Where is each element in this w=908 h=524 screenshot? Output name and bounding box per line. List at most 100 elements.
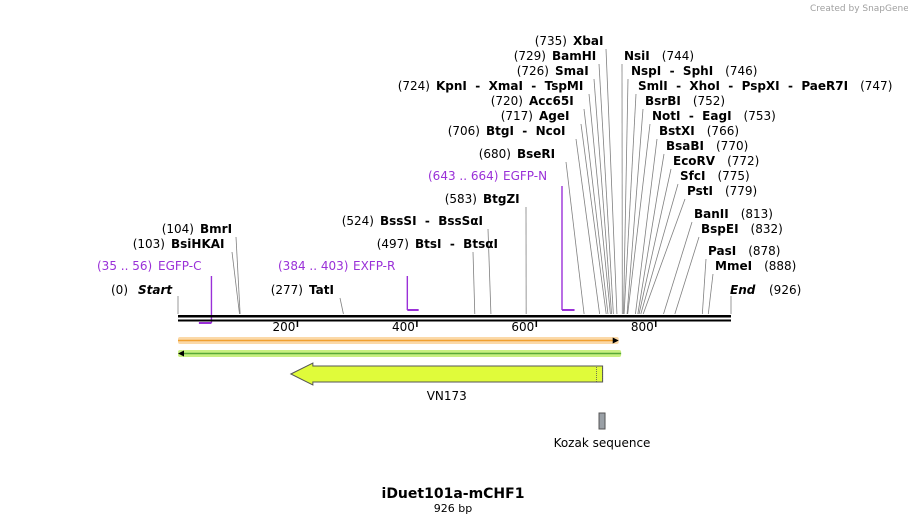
site-position: (832) (751, 222, 783, 236)
site-bsssi-bsss-i[interactable]: BssSI - BssSαI (524) (342, 214, 483, 228)
ruler-tick-label: 400 (392, 320, 415, 334)
site-position: (720) (491, 94, 523, 108)
ruler-tick-label: 600 (511, 320, 534, 334)
site-bsabi[interactable]: BsaBI (770) (666, 139, 748, 153)
site-bstxi[interactable]: BstXI (766) (659, 124, 739, 138)
primer-egfp-n[interactable]: (643 .. 664) EGFP-N (428, 169, 575, 311)
feature-kozak-sequence[interactable]: Kozak sequence (554, 412, 651, 450)
site-line (637, 153, 665, 315)
features: VN173 Kozak sequence (289, 362, 651, 450)
site-name: BsiHKAI (171, 237, 225, 251)
site-mmei[interactable]: MmeI (888) (715, 259, 796, 273)
feature-vn173[interactable]: VN173 (289, 362, 604, 403)
site-position: (524) (342, 214, 374, 228)
site-name: PasI (708, 244, 736, 258)
site-psti[interactable]: PstI (779) (687, 184, 757, 198)
site-pasi[interactable]: PasI (878) (708, 244, 780, 258)
site-position: (779) (725, 184, 757, 198)
site-bsihkai[interactable]: BsiHKAI (103) (133, 237, 225, 251)
site-noti-eagi[interactable]: NotI - EagI (753) (652, 109, 776, 123)
feature-box (598, 412, 606, 430)
site-name: NotI - EagI (652, 109, 732, 123)
site-position: (746) (725, 64, 757, 78)
site-acc65i[interactable]: Acc65I (720) (491, 94, 574, 108)
feature-hatch (596, 365, 604, 383)
end-start: Start (0) (111, 283, 179, 314)
end-position: (0) (111, 283, 128, 297)
site-bmri[interactable]: BmrI (104) (162, 222, 232, 236)
site-btsi-bts-i[interactable]: BtsI - BtsαI (497) (377, 237, 498, 251)
site-name: BspEI (701, 222, 739, 236)
site-line (580, 123, 607, 315)
site-name: BanII (694, 207, 729, 221)
site-ecorv[interactable]: EcoRV (772) (673, 154, 759, 168)
site-bspei[interactable]: BspEI (832) (701, 222, 783, 236)
site-position: (735) (535, 34, 567, 48)
site-position: (583) (445, 192, 477, 206)
site-name: BtgZI (483, 192, 520, 206)
site-smai[interactable]: SmaI (726) (517, 64, 589, 78)
site-position: (724) (398, 79, 430, 93)
site-banii[interactable]: BanII (813) (694, 207, 773, 221)
site-name: EcoRV (673, 154, 716, 168)
end-name: End (730, 283, 756, 297)
site-line (339, 297, 344, 315)
primer-exfp-r[interactable]: (384 .. 403) EXFP-R (278, 259, 419, 311)
site-line (627, 123, 651, 315)
primers: (35 .. 56) EGFP-C (384 .. 403) EXFP-R (643 .… (97, 169, 575, 324)
primer-name: EGFP-C (158, 259, 201, 273)
site-position: (104) (162, 222, 194, 236)
site-line (575, 138, 601, 315)
site-name: BssSI - BssSαI (380, 214, 483, 228)
site-agei[interactable]: AgeI (717) (501, 109, 570, 123)
site-line (623, 78, 629, 315)
feature-arrow (289, 362, 604, 386)
site-line (588, 93, 611, 315)
orfs (178, 337, 622, 357)
site-position: (277) (271, 283, 303, 297)
site-line (663, 221, 693, 315)
ruler: 200 400 600 800 (273, 320, 657, 334)
site-position: (717) (501, 109, 533, 123)
site-tati[interactable]: TatI (277) (271, 283, 334, 297)
end-position: (926) (769, 283, 801, 297)
primer-egfp-c[interactable]: (35 .. 56) EGFP-C (97, 259, 213, 324)
site-line (565, 161, 585, 315)
site-name: SmaI (555, 64, 589, 78)
site-line (487, 228, 492, 315)
site-sfci[interactable]: SfcI (775) (680, 169, 750, 183)
sequence-backbone[interactable] (178, 315, 731, 322)
site-line (605, 48, 618, 315)
feature-label: Kozak sequence (554, 436, 651, 450)
site-position: (706) (448, 124, 480, 138)
site-position: (878) (748, 244, 780, 258)
site-xbai[interactable]: XbaI (735) (535, 34, 604, 48)
site-name: AgeI (539, 109, 569, 123)
site-nsii[interactable]: NsiI (744) (624, 49, 694, 63)
site-position: (775) (717, 169, 749, 183)
site-position: (497) (377, 237, 409, 251)
site-bsrbi[interactable]: BsrBI (752) (645, 94, 725, 108)
site-line (231, 251, 240, 315)
orf-forward[interactable] (178, 337, 619, 344)
site-smli-xhoi-pspxi-paer7i[interactable]: SmlI - XhoI - PspXI - PaeR7I (747) (638, 79, 892, 93)
site-btgzi[interactable]: BtgZI (583) (445, 192, 520, 206)
sequence-title: iDuet101a-mCHF1 (382, 486, 525, 502)
site-line (638, 168, 672, 315)
site-btgi-ncoi[interactable]: BtgI - NcoI (706) (448, 124, 566, 138)
site-bamhi[interactable]: BamHI (729) (514, 49, 597, 63)
primer-name: EXFP-R (353, 259, 395, 273)
site-position: (888) (764, 259, 796, 273)
site-kpni-xmai-tspmi[interactable]: KpnI - XmaI - TspMI (724) (398, 79, 584, 93)
ruler-tick-label: 800 (631, 320, 654, 334)
site-position: (729) (514, 49, 546, 63)
site-bseri[interactable]: BseRI (680) (479, 147, 555, 161)
site-position: (744) (662, 49, 694, 63)
orf-reverse[interactable] (178, 350, 622, 357)
site-name: BmrI (200, 222, 232, 236)
site-nspi-sphi[interactable]: NspI - SphI (746) (631, 64, 757, 78)
primer-range: (384 .. 403) (278, 259, 348, 273)
site-line (598, 63, 614, 315)
site-line (593, 78, 612, 315)
site-name: BseRI (517, 147, 555, 161)
